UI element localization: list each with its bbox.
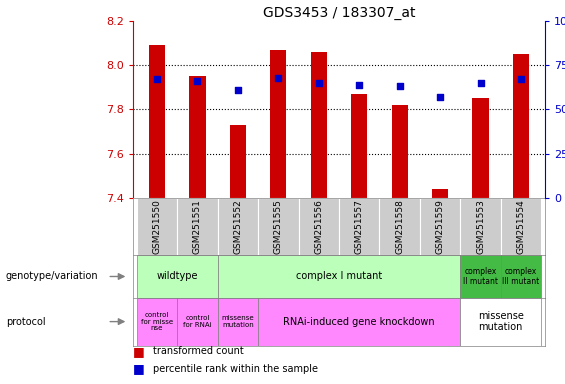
- Bar: [137, 198, 177, 255]
- Bar: [351, 94, 367, 198]
- Point: [193, 78, 202, 84]
- Text: complex
II mutant: complex II mutant: [463, 267, 498, 286]
- Text: GSM251559: GSM251559: [436, 199, 445, 254]
- Text: GSM251550: GSM251550: [153, 199, 162, 254]
- Text: percentile rank within the sample: percentile rank within the sample: [153, 364, 318, 374]
- Bar: [218, 298, 258, 346]
- Text: ■: ■: [133, 362, 145, 375]
- Bar: [472, 98, 489, 198]
- Bar: [460, 298, 541, 346]
- Text: ■: ■: [133, 345, 145, 358]
- Text: missense
mutation: missense mutation: [478, 311, 524, 332]
- Point: [476, 80, 485, 86]
- Text: genotype/variation: genotype/variation: [6, 271, 98, 281]
- Bar: [258, 198, 298, 255]
- Point: [516, 76, 525, 83]
- Bar: [177, 198, 218, 255]
- Text: GSM251558: GSM251558: [395, 199, 404, 254]
- Bar: [137, 298, 177, 346]
- Text: protocol: protocol: [6, 316, 45, 327]
- Bar: [218, 255, 460, 298]
- Bar: [177, 298, 218, 346]
- Text: missense
mutation: missense mutation: [221, 315, 254, 328]
- Point: [314, 80, 323, 86]
- Point: [436, 94, 445, 100]
- Bar: [460, 198, 501, 255]
- Bar: [298, 198, 339, 255]
- Text: wildtype: wildtype: [157, 271, 198, 281]
- Text: GSM251551: GSM251551: [193, 199, 202, 254]
- Bar: [270, 50, 286, 198]
- Text: GSM251554: GSM251554: [516, 199, 525, 254]
- Text: GSM251552: GSM251552: [233, 199, 242, 254]
- Text: GSM251557: GSM251557: [355, 199, 364, 254]
- Point: [153, 76, 162, 83]
- Bar: [311, 52, 327, 198]
- Text: control
for misse
nse: control for misse nse: [141, 312, 173, 331]
- Bar: [230, 125, 246, 198]
- Point: [233, 87, 242, 93]
- Bar: [432, 189, 448, 198]
- Text: GSM251556: GSM251556: [314, 199, 323, 254]
- Text: complex
III mutant: complex III mutant: [502, 267, 540, 286]
- Point: [274, 74, 283, 81]
- Text: complex I mutant: complex I mutant: [296, 271, 382, 281]
- Bar: [392, 105, 408, 198]
- Bar: [501, 255, 541, 298]
- Bar: [258, 298, 460, 346]
- Bar: [149, 45, 165, 198]
- Bar: [218, 198, 258, 255]
- Bar: [501, 198, 541, 255]
- Point: [395, 83, 404, 89]
- Title: GDS3453 / 183307_at: GDS3453 / 183307_at: [263, 6, 415, 20]
- Bar: [380, 198, 420, 255]
- Text: control
for RNAi: control for RNAi: [183, 315, 212, 328]
- Bar: [513, 54, 529, 198]
- Bar: [189, 76, 206, 198]
- Text: GSM251555: GSM251555: [274, 199, 283, 254]
- Bar: [420, 198, 460, 255]
- Text: transformed count: transformed count: [153, 346, 244, 356]
- Text: GSM251553: GSM251553: [476, 199, 485, 254]
- Point: [355, 82, 364, 88]
- Text: RNAi-induced gene knockdown: RNAi-induced gene knockdown: [284, 316, 435, 327]
- Bar: [460, 255, 501, 298]
- Bar: [339, 198, 380, 255]
- Bar: [137, 255, 218, 298]
